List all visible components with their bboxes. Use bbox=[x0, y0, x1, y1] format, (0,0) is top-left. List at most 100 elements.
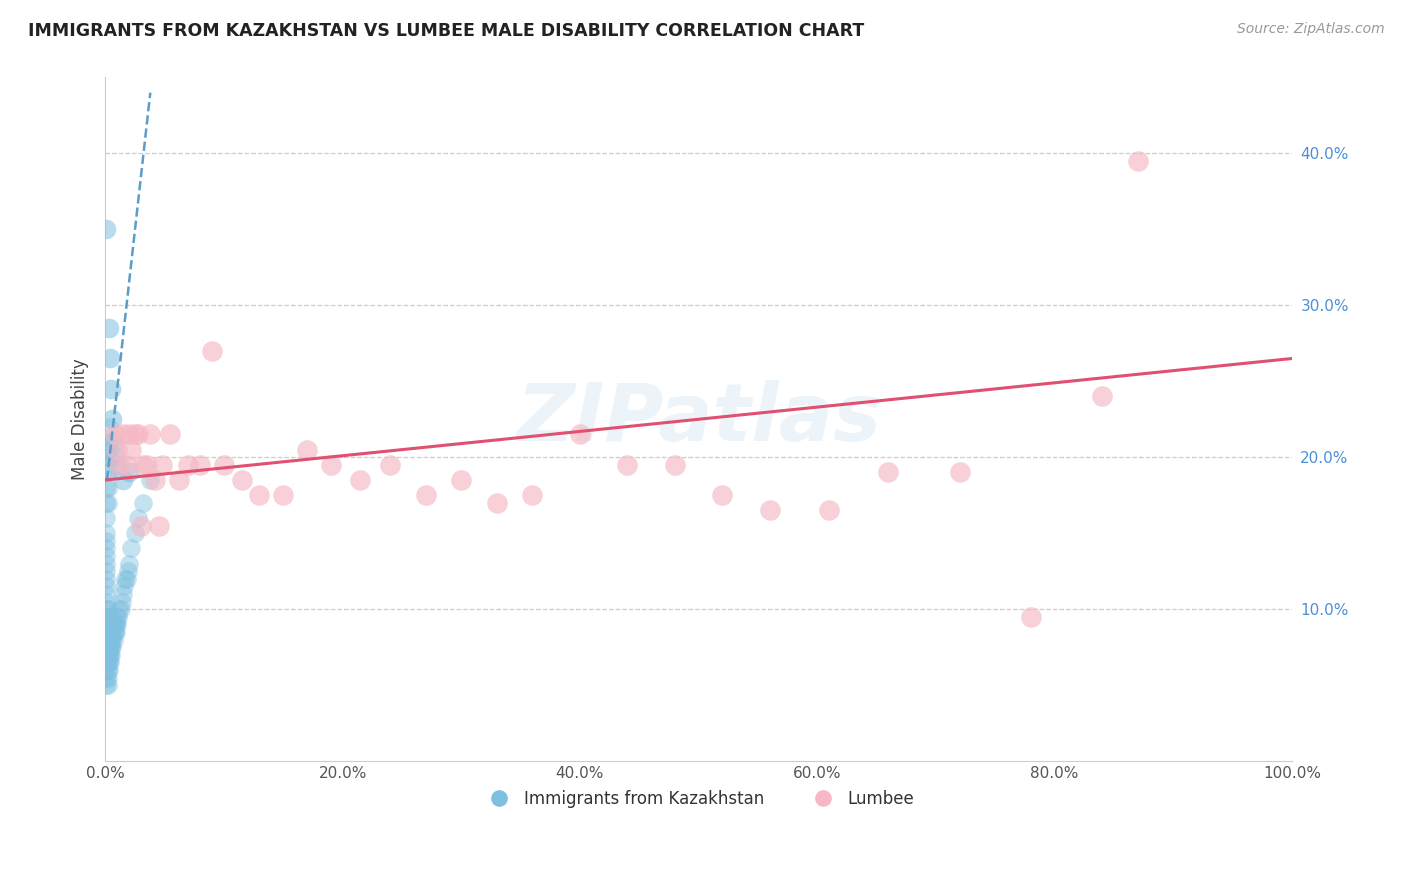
Point bbox=[120, 442, 142, 457]
Point bbox=[711, 488, 734, 502]
Point bbox=[97, 602, 120, 616]
Point bbox=[96, 656, 118, 670]
Point bbox=[124, 526, 146, 541]
Point bbox=[1091, 389, 1114, 403]
Point bbox=[98, 624, 121, 639]
Point bbox=[96, 572, 118, 586]
Point bbox=[111, 594, 134, 608]
Point bbox=[97, 632, 120, 647]
Legend: Immigrants from Kazakhstan, Lumbee: Immigrants from Kazakhstan, Lumbee bbox=[477, 783, 921, 814]
Point bbox=[1019, 609, 1042, 624]
Point bbox=[212, 458, 235, 472]
Point bbox=[877, 466, 900, 480]
Point bbox=[188, 458, 211, 472]
Point bbox=[616, 458, 638, 472]
Point bbox=[97, 466, 120, 480]
Point bbox=[97, 632, 120, 647]
Y-axis label: Male Disability: Male Disability bbox=[72, 359, 89, 480]
Point bbox=[96, 609, 118, 624]
Point bbox=[100, 640, 122, 654]
Point bbox=[100, 382, 122, 396]
Point bbox=[118, 557, 141, 571]
Point bbox=[159, 427, 181, 442]
Point bbox=[96, 511, 118, 525]
Point bbox=[97, 640, 120, 654]
Point bbox=[201, 343, 224, 358]
Point bbox=[96, 564, 118, 578]
Point bbox=[115, 572, 138, 586]
Text: ZIPatlas: ZIPatlas bbox=[516, 380, 882, 458]
Point bbox=[568, 427, 591, 442]
Point bbox=[96, 533, 118, 548]
Point bbox=[139, 427, 162, 442]
Point bbox=[104, 450, 127, 465]
Point bbox=[97, 678, 120, 692]
Point bbox=[96, 557, 118, 571]
Point bbox=[98, 609, 121, 624]
Point bbox=[120, 541, 142, 556]
Point bbox=[103, 632, 125, 647]
Point bbox=[111, 427, 134, 442]
Point bbox=[664, 458, 686, 472]
Point bbox=[100, 624, 122, 639]
Point bbox=[295, 442, 318, 457]
Point bbox=[101, 624, 124, 639]
Point bbox=[105, 617, 128, 632]
Point bbox=[101, 412, 124, 426]
Point bbox=[450, 473, 472, 487]
Point bbox=[485, 496, 508, 510]
Point bbox=[132, 458, 155, 472]
Point bbox=[96, 526, 118, 541]
Point bbox=[96, 222, 118, 236]
Point bbox=[96, 602, 118, 616]
Point bbox=[112, 579, 135, 593]
Point bbox=[105, 458, 128, 472]
Point bbox=[101, 632, 124, 647]
Point bbox=[177, 458, 200, 472]
Point bbox=[97, 663, 120, 677]
Point bbox=[108, 602, 131, 616]
Point bbox=[97, 656, 120, 670]
Point bbox=[143, 473, 166, 487]
Point bbox=[96, 549, 118, 563]
Point bbox=[97, 609, 120, 624]
Point bbox=[96, 648, 118, 662]
Point bbox=[759, 503, 782, 517]
Point bbox=[105, 442, 128, 457]
Point bbox=[104, 624, 127, 639]
Point bbox=[129, 518, 152, 533]
Point bbox=[104, 617, 127, 632]
Point bbox=[103, 624, 125, 639]
Point bbox=[96, 594, 118, 608]
Point bbox=[1126, 153, 1149, 168]
Point bbox=[271, 488, 294, 502]
Point bbox=[97, 617, 120, 632]
Point bbox=[319, 458, 342, 472]
Point bbox=[107, 609, 129, 624]
Point bbox=[98, 656, 121, 670]
Point bbox=[96, 496, 118, 510]
Point bbox=[110, 602, 132, 616]
Text: IMMIGRANTS FROM KAZAKHSTAN VS LUMBEE MALE DISABILITY CORRELATION CHART: IMMIGRANTS FROM KAZAKHSTAN VS LUMBEE MAL… bbox=[28, 22, 865, 40]
Point bbox=[415, 488, 437, 502]
Point bbox=[97, 435, 120, 450]
Point bbox=[108, 458, 131, 472]
Point bbox=[104, 617, 127, 632]
Point bbox=[96, 663, 118, 677]
Point bbox=[249, 488, 271, 502]
Point bbox=[97, 624, 120, 639]
Point bbox=[96, 579, 118, 593]
Point bbox=[98, 640, 121, 654]
Point bbox=[97, 648, 120, 662]
Point bbox=[127, 427, 149, 442]
Point bbox=[100, 632, 122, 647]
Point bbox=[97, 481, 120, 495]
Point bbox=[167, 473, 190, 487]
Point bbox=[96, 640, 118, 654]
Point bbox=[139, 473, 162, 487]
Point bbox=[97, 640, 120, 654]
Point bbox=[96, 587, 118, 601]
Point bbox=[104, 427, 127, 442]
Point bbox=[103, 435, 125, 450]
Point bbox=[96, 671, 118, 685]
